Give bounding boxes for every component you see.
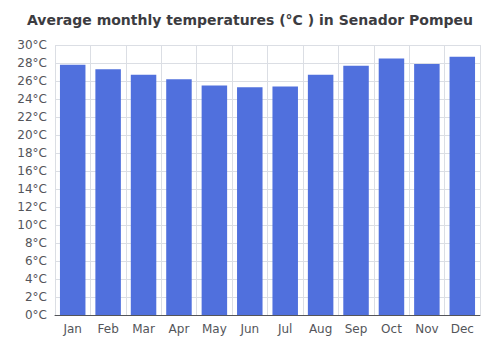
svg-text:Mar: Mar bbox=[132, 322, 155, 336]
svg-text:14°C: 14°C bbox=[17, 182, 47, 196]
svg-text:20°C: 20°C bbox=[17, 128, 47, 142]
svg-text:6°C: 6°C bbox=[25, 254, 47, 268]
svg-text:Jun: Jun bbox=[239, 322, 259, 336]
svg-text:Nov: Nov bbox=[415, 322, 438, 336]
svg-text:May: May bbox=[202, 322, 227, 336]
svg-text:Apr: Apr bbox=[169, 322, 190, 336]
svg-text:0°C: 0°C bbox=[25, 308, 47, 322]
svg-text:2°C: 2°C bbox=[25, 290, 47, 304]
svg-text:26°C: 26°C bbox=[17, 74, 47, 88]
svg-text:24°C: 24°C bbox=[17, 92, 47, 106]
svg-text:Dec: Dec bbox=[451, 322, 474, 336]
svg-text:28°C: 28°C bbox=[17, 56, 47, 70]
svg-text:Jan: Jan bbox=[62, 322, 82, 336]
svg-text:Feb: Feb bbox=[98, 322, 119, 336]
svg-text:Average monthly temperatures (: Average monthly temperatures (°C ) in Se… bbox=[27, 12, 473, 28]
svg-text:22°C: 22°C bbox=[17, 110, 47, 124]
svg-text:30°C: 30°C bbox=[17, 38, 47, 52]
svg-text:Jul: Jul bbox=[277, 322, 292, 336]
svg-text:12°C: 12°C bbox=[17, 200, 47, 214]
svg-text:10°C: 10°C bbox=[17, 218, 47, 232]
svg-text:Aug: Aug bbox=[309, 322, 332, 336]
svg-text:Oct: Oct bbox=[381, 322, 402, 336]
svg-text:16°C: 16°C bbox=[17, 164, 47, 178]
svg-text:4°C: 4°C bbox=[25, 272, 47, 286]
svg-text:18°C: 18°C bbox=[17, 146, 47, 160]
svg-text:Sep: Sep bbox=[345, 322, 368, 336]
svg-text:8°C: 8°C bbox=[25, 236, 47, 250]
